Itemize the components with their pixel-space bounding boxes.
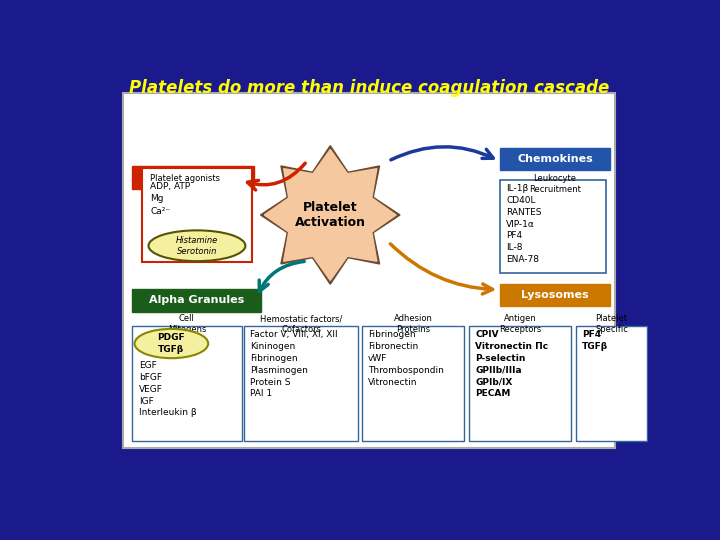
FancyBboxPatch shape [142, 168, 252, 262]
FancyBboxPatch shape [500, 148, 610, 170]
Text: Adhesion
Proteins: Adhesion Proteins [394, 314, 433, 334]
Text: Fibrinogen
Fibronectin
vWF
Thrombospondin
Vitronectin: Fibrinogen Fibronectin vWF Thrombospondi… [368, 330, 444, 387]
Text: Factor V, VIII, XI, XII
Kininogen
Fibrinogen
Plasminogen
Protein S
PAI 1: Factor V, VIII, XI, XII Kininogen Fibrin… [251, 330, 338, 399]
Text: CPIV
Vitronectin Πc
P-selectin
GPIIb/IIIa
GPIb/IX
PECAM: CPIV Vitronectin Πc P-selectin GPIIb/III… [475, 330, 549, 399]
FancyBboxPatch shape [469, 326, 571, 441]
Ellipse shape [148, 231, 246, 261]
FancyBboxPatch shape [500, 284, 610, 306]
Ellipse shape [135, 329, 208, 358]
FancyBboxPatch shape [244, 326, 358, 441]
Text: PF4
TGFβ: PF4 TGFβ [582, 330, 608, 351]
Text: Dense Granules: Dense Granules [143, 172, 241, 182]
Text: Platelet
Activation: Platelet Activation [294, 201, 366, 229]
Text: Lysosomes: Lysosomes [521, 290, 589, 300]
Text: Chemokines: Chemokines [517, 154, 593, 164]
Text: Platelet agonists: Platelet agonists [150, 174, 220, 183]
FancyBboxPatch shape [500, 179, 606, 273]
FancyBboxPatch shape [132, 289, 261, 312]
Text: PDGF
TGFβ: PDGF TGFβ [158, 334, 185, 354]
FancyBboxPatch shape [132, 326, 242, 441]
Text: Alpha Granules: Alpha Granules [148, 295, 244, 306]
Polygon shape [261, 146, 400, 284]
Text: Histamine
Serotonin: Histamine Serotonin [176, 235, 218, 256]
Text: Platelet
Specific: Platelet Specific [595, 314, 628, 334]
Polygon shape [264, 150, 396, 280]
Text: ADP, ATP
Mg
Ca²⁻: ADP, ATP Mg Ca²⁻ [150, 182, 191, 216]
Text: Leukocyte
Recruitment: Leukocyte Recruitment [529, 174, 581, 194]
Text: Antigen
Receptors: Antigen Receptors [499, 314, 541, 334]
FancyBboxPatch shape [362, 326, 464, 441]
Text: EGF
bFGF
VEGF
IGF
Interleukin β: EGF bFGF VEGF IGF Interleukin β [139, 361, 197, 417]
Text: IL-1β
CD40L
RANTES
VIP-1α
PF4
IL-8
ENA-78: IL-1β CD40L RANTES VIP-1α PF4 IL-8 ENA-7… [506, 184, 541, 264]
FancyBboxPatch shape [576, 326, 647, 441]
FancyBboxPatch shape [132, 166, 253, 189]
Text: Platelets do more than induce coagulation cascade: Platelets do more than induce coagulatio… [129, 79, 609, 97]
Text: Hemostatic factors/
Cofactors: Hemostatic factors/ Cofactors [260, 314, 343, 334]
FancyBboxPatch shape [122, 92, 616, 448]
Text: Cell
Mitogens: Cell Mitogens [168, 314, 206, 334]
